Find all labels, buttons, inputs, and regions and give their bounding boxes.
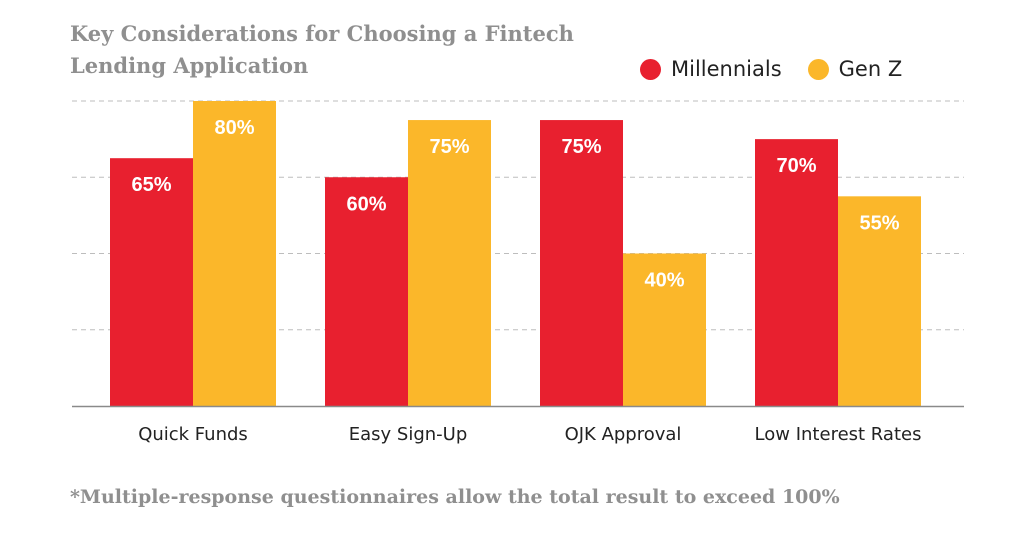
data-label: 55%: [859, 212, 899, 234]
data-label: 70%: [776, 155, 816, 177]
x-tick-label: OJK Approval: [565, 424, 682, 445]
bar-gen-z: [623, 253, 706, 406]
data-label: 75%: [561, 136, 601, 158]
bar-millennials: [325, 177, 408, 406]
bar-millennials: [540, 120, 623, 406]
chart-legend: Millennials Gen Z: [640, 52, 928, 86]
data-label: 75%: [429, 136, 469, 158]
legend-label-gen-z: Gen Z: [838, 57, 903, 81]
bar-millennials: [755, 139, 838, 406]
legend-item-gen-z: Gen Z: [807, 57, 903, 81]
bar-gen-z: [408, 120, 491, 406]
legend-item-millennials: Millennials: [640, 57, 782, 81]
bar-millennials: [110, 158, 193, 406]
legend-label-millennials: Millennials: [671, 57, 782, 81]
legend-marker-gen-z: [807, 58, 829, 80]
x-tick-label: Quick Funds: [138, 424, 248, 445]
x-tick-label: Easy Sign-Up: [349, 424, 468, 445]
bar-gen-z: [193, 101, 276, 406]
footnote: *Multiple-response questionnaires allow …: [70, 486, 840, 508]
legend-marker-millennials: [640, 58, 661, 80]
data-label: 80%: [214, 117, 254, 139]
data-label: 60%: [346, 193, 386, 215]
x-tick-label: Low Interest Rates: [755, 424, 922, 445]
data-label: 40%: [644, 270, 684, 292]
data-label: 65%: [131, 174, 171, 196]
chart-title: Key Considerations for Choosing a Fintec…: [70, 21, 574, 78]
bar-gen-z: [838, 196, 921, 406]
